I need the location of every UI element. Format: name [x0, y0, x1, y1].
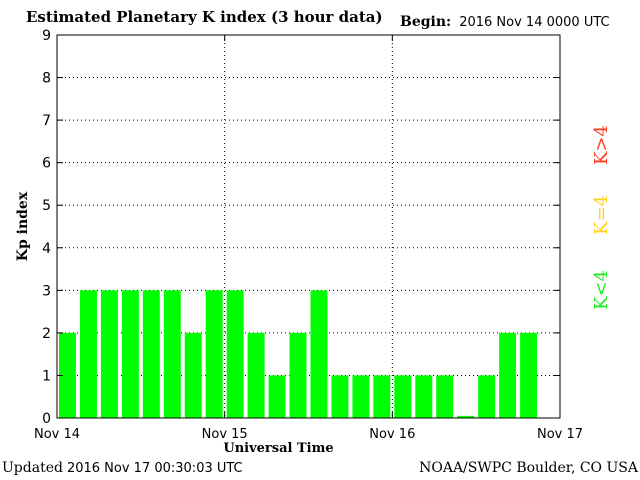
y-tick-label: 6 [42, 156, 51, 172]
kp-bar [394, 375, 412, 418]
y-tick-label: 7 [42, 113, 51, 129]
kp-bar [59, 332, 76, 418]
kp-bar [205, 290, 223, 418]
kp-bar [499, 332, 517, 418]
kp-bar [520, 332, 538, 418]
updated-timestamp: Updated 2016 Nov 17 00:30:03 UTC [2, 460, 243, 476]
kp-bar [331, 375, 349, 418]
kp-bar [310, 290, 328, 418]
kp-bar [163, 290, 181, 418]
y-ticks: 0 1 2 3 4 5 6 7 8 9 [42, 28, 560, 427]
kp-bar [142, 290, 160, 418]
kp-bar [436, 375, 454, 418]
x-tick-label: Nov 16 [369, 427, 415, 442]
kp-bar [289, 332, 307, 418]
y-tick-label: 9 [42, 28, 51, 44]
updated-value: 2016 Nov 17 00:30:03 UTC [66, 461, 243, 476]
kp-bar [121, 290, 139, 418]
begin-time: Begin: 2016 Nov 14 0000 UTC [400, 14, 610, 30]
y-tick-label: 8 [42, 71, 51, 87]
plot-frame [56, 34, 561, 419]
kp-bar [79, 290, 97, 418]
legend-label: K>4 [591, 125, 612, 165]
legend-label: K=4 [591, 195, 612, 235]
kp-bar [226, 290, 244, 418]
begin-label: Begin: [400, 14, 452, 30]
kp-bar [352, 375, 370, 418]
kp-bar [100, 290, 118, 418]
kp-index-chart: 0 1 2 3 4 5 6 7 8 9 Nov 14 Nov 15 Nov 16 Nov 17 Kp i… [15, 28, 612, 456]
y-axis-label: Kp index [15, 191, 31, 261]
begin-value: 2016 Nov 14 0000 UTC [459, 15, 610, 30]
kp-bar [184, 332, 202, 418]
kp-bar [373, 375, 391, 418]
x-tick-label: Nov 17 [537, 427, 583, 442]
legend: K>4 K=4 K<4 [591, 125, 612, 310]
x-tick-label: Nov 15 [202, 427, 248, 442]
chart-title: Estimated Planetary K index (3 hour data… [26, 8, 383, 26]
kp-bar [415, 375, 433, 418]
y-tick-label: 3 [42, 283, 51, 299]
kp-bar [478, 375, 496, 418]
source-credit: NOAA/SWPC Boulder, CO USA [419, 460, 638, 476]
updated-label: Updated [2, 460, 63, 476]
x-axis-label: Universal Time [223, 441, 333, 456]
y-tick-label: 2 [42, 326, 51, 342]
kp-bar [268, 375, 286, 418]
kp-bar [247, 332, 265, 418]
y-tick-label: 1 [42, 368, 51, 384]
kp-bar [457, 415, 475, 418]
x-ticks: Nov 14 Nov 15 Nov 16 Nov 17 [34, 35, 583, 442]
bar-group [59, 290, 538, 418]
y-tick-label: 5 [42, 198, 51, 214]
y-tick-label: 0 [42, 411, 51, 427]
legend-label: K<4 [591, 270, 612, 310]
y-tick-label: 4 [42, 241, 51, 257]
x-tick-label: Nov 14 [34, 427, 80, 442]
